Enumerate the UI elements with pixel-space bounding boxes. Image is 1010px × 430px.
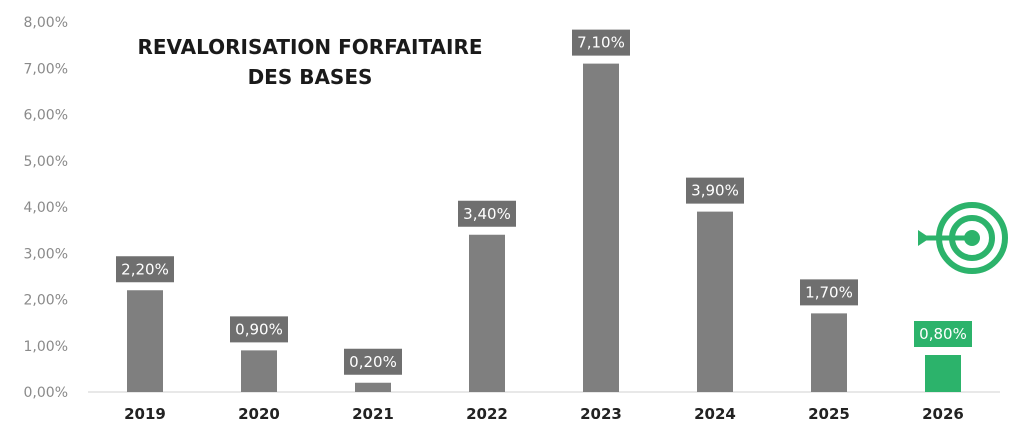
data-labels-group: 2,20% 0,90% 0,20% 3,40% 7,10% 3,90% 1,70% 0,80% — [116, 29, 972, 375]
data-label-box — [914, 321, 972, 347]
bar-2023 — [583, 63, 619, 392]
bar-2026 — [925, 355, 961, 392]
bar-2024 — [697, 211, 733, 392]
bars-group — [127, 63, 961, 392]
x-tick-label: 2020 — [238, 405, 280, 423]
data-label-box — [572, 29, 630, 56]
data-label-text: 3,40% — [463, 205, 511, 223]
x-tick-label: 2023 — [580, 405, 622, 423]
data-label-text: 2,20% — [121, 260, 169, 278]
bar-2022 — [469, 234, 505, 392]
data-label-2019: 2,20% — [116, 256, 174, 283]
data-label-2020: 0,90% — [230, 316, 288, 343]
y-tick-label: 2,00% — [24, 293, 68, 309]
x-tick-label: 2022 — [466, 405, 508, 423]
y-tick-label: 4,00% — [24, 200, 68, 216]
x-tick-label: 2025 — [808, 405, 850, 423]
data-label-2021: 0,20% — [344, 348, 402, 375]
data-label-box — [800, 279, 858, 306]
x-tick-label: 2019 — [124, 405, 166, 423]
bar-2020 — [241, 350, 277, 392]
target-icon — [918, 202, 1008, 274]
data-label-text: 0,90% — [235, 320, 283, 338]
data-label-2023: 7,10% — [572, 29, 630, 56]
x-tick-label: 2024 — [694, 405, 736, 423]
y-tick-label: 7,00% — [24, 61, 68, 77]
x-tick-label: 2021 — [352, 405, 394, 423]
data-label-2025: 1,70% — [800, 279, 858, 306]
y-tick-label: 6,00% — [24, 108, 68, 124]
data-label-text: 0,20% — [349, 353, 397, 371]
y-tick-label: 3,00% — [24, 246, 68, 262]
y-axis: 0,00% 1,00% 2,00% 3,00% 4,00% 5,00% 6,00% 7,00%… — [24, 15, 68, 401]
y-tick-label: 1,00% — [24, 339, 68, 355]
bar-2025 — [811, 313, 847, 392]
data-label-text: 1,70% — [805, 283, 853, 301]
data-label-text: 3,90% — [691, 182, 739, 200]
chart-title-line-1: REVALORISATION FORFAITAIRE — [137, 35, 482, 59]
chart-title-line-2: DES BASES — [248, 65, 373, 89]
bar-2021 — [355, 382, 391, 392]
y-tick-label: 8,00% — [24, 15, 68, 31]
x-tick-label: 2026 — [922, 405, 964, 423]
bar-2019 — [127, 290, 163, 392]
y-tick-label: 0,00% — [24, 385, 68, 401]
data-label-box — [686, 177, 744, 204]
data-label-box — [116, 256, 174, 283]
data-label-text: 0,80% — [919, 325, 967, 343]
data-label-2024: 3,90% — [686, 177, 744, 204]
data-label-2026: 0,80% — [914, 321, 972, 347]
x-axis: 2019 2020 2021 2022 2023 2024 2025 2026 — [124, 405, 964, 423]
data-label-text: 7,10% — [577, 34, 625, 52]
y-tick-label: 5,00% — [24, 154, 68, 170]
data-label-box — [230, 316, 288, 343]
data-label-box — [344, 348, 402, 375]
data-label-box — [458, 200, 516, 227]
data-label-2022: 3,40% — [458, 200, 516, 227]
